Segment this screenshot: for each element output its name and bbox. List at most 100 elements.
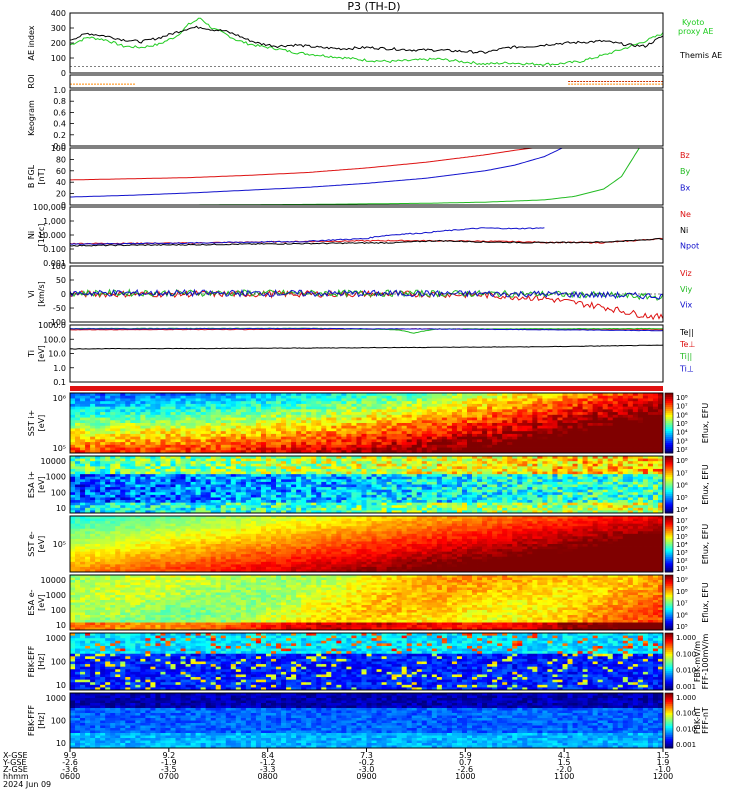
heatmap-cell — [105, 428, 111, 432]
heatmap-cell — [120, 439, 126, 443]
heatmap-cell — [607, 393, 614, 397]
heatmap-cell — [627, 433, 634, 438]
heatmap-cell — [557, 444, 563, 448]
heatmap-cell — [547, 474, 553, 478]
heatmap-cell — [552, 505, 558, 509]
heatmap-cell — [612, 423, 619, 427]
heatmap-cell — [542, 431, 548, 435]
heatmap-cell — [235, 502, 242, 506]
heatmap-cell — [657, 436, 664, 440]
series-line-Npot — [69, 227, 545, 246]
heatmap-cell — [190, 487, 197, 491]
heatmap-cell — [416, 481, 423, 485]
heatmap-cell — [472, 468, 478, 472]
heatmap-cell — [205, 444, 212, 448]
heatmap-cell — [100, 502, 106, 506]
heatmap-cell — [200, 481, 207, 485]
heatmap-cell — [512, 476, 518, 480]
heatmap-cell — [205, 471, 212, 475]
heatmap-cell — [522, 398, 528, 402]
heatmap-cell — [225, 463, 232, 467]
heatmap-cell — [321, 444, 327, 448]
heatmap-cell — [135, 494, 141, 498]
heatmap-cell — [517, 398, 523, 402]
heatmap-cell — [210, 497, 217, 501]
heatmap-cell — [411, 412, 418, 416]
heatmap-cell — [441, 393, 448, 397]
heatmap-cell — [567, 489, 573, 493]
heatmap-cell — [245, 409, 252, 413]
heatmap-cell — [271, 442, 277, 446]
heatmap-cell — [371, 393, 377, 397]
heatmap-cell — [265, 398, 272, 402]
heatmap-cell — [316, 487, 322, 491]
heatmap-cell — [391, 439, 398, 443]
heatmap-cell — [205, 414, 212, 418]
heatmap-cell — [351, 456, 357, 459]
heatmap-cell — [225, 497, 232, 501]
heatmap-cell — [296, 456, 302, 459]
heatmap-cell — [346, 417, 352, 421]
heatmap-cell — [512, 395, 518, 399]
heatmap-cell — [401, 476, 408, 480]
heatmap-cell — [250, 481, 257, 485]
heatmap-cell — [637, 420, 644, 424]
heatmap-cell — [341, 412, 347, 416]
heatmap-cell — [517, 463, 523, 467]
heatmap-cell — [487, 401, 493, 405]
heatmap-cell — [155, 489, 161, 493]
heatmap-cell — [527, 406, 533, 410]
heatmap-cell — [421, 471, 428, 475]
heatmap-cell — [351, 393, 357, 397]
heatmap-cell — [376, 442, 382, 446]
heatmap-cell — [572, 393, 578, 397]
heatmap-cell — [341, 497, 347, 501]
heatmap-cell — [135, 403, 141, 408]
heatmap-cell — [441, 442, 448, 446]
heatmap-cell — [467, 463, 473, 467]
heatmap-cell — [356, 436, 362, 440]
heatmap-cell — [517, 461, 523, 465]
heatmap-cell — [637, 423, 644, 427]
heatmap-cell — [401, 494, 408, 498]
heatmap-cell — [552, 456, 558, 459]
heatmap-cell — [441, 406, 448, 410]
heatmap-cell — [286, 423, 292, 427]
heatmap-cell — [150, 401, 156, 405]
heatmap-cell — [120, 409, 126, 413]
heatmap-cell — [461, 505, 468, 509]
heatmap-cell — [200, 395, 207, 399]
panel-frame-vi — [69, 265, 664, 323]
heatmap-cell — [100, 461, 106, 465]
heatmap-cell — [512, 450, 518, 454]
heatmap-cell — [195, 458, 202, 462]
heatmap-cell — [431, 393, 438, 397]
heatmap-cell — [301, 412, 307, 416]
heatmap-cell — [220, 502, 227, 506]
heatmap-cell — [326, 507, 332, 511]
heatmap-cell — [235, 450, 242, 454]
heatmap-cell — [276, 510, 282, 514]
heatmap-cell — [436, 401, 443, 405]
heatmap-cell — [376, 497, 382, 501]
heatmap-cell — [416, 456, 423, 459]
heatmap-cell — [376, 425, 382, 429]
heatmap-cell — [180, 494, 186, 498]
heatmap-cell — [467, 476, 473, 480]
heatmap-cell — [235, 481, 242, 485]
heatmap-cell — [341, 458, 347, 462]
heatmap-cell — [487, 500, 493, 504]
heatmap-cell — [170, 466, 176, 470]
heatmap-cell — [542, 436, 548, 440]
heatmap-cell — [492, 494, 498, 498]
heatmap-cell — [346, 412, 352, 416]
heatmap-cell — [245, 450, 252, 454]
heatmap-cell — [125, 398, 131, 402]
heatmap-cell — [602, 428, 609, 432]
heatmap-cell — [291, 510, 297, 514]
heatmap-cell — [552, 479, 558, 483]
heatmap-cell — [235, 487, 242, 491]
heatmap-cell — [361, 489, 367, 493]
heatmap-cell — [95, 471, 101, 475]
heatmap-cell — [311, 420, 317, 424]
